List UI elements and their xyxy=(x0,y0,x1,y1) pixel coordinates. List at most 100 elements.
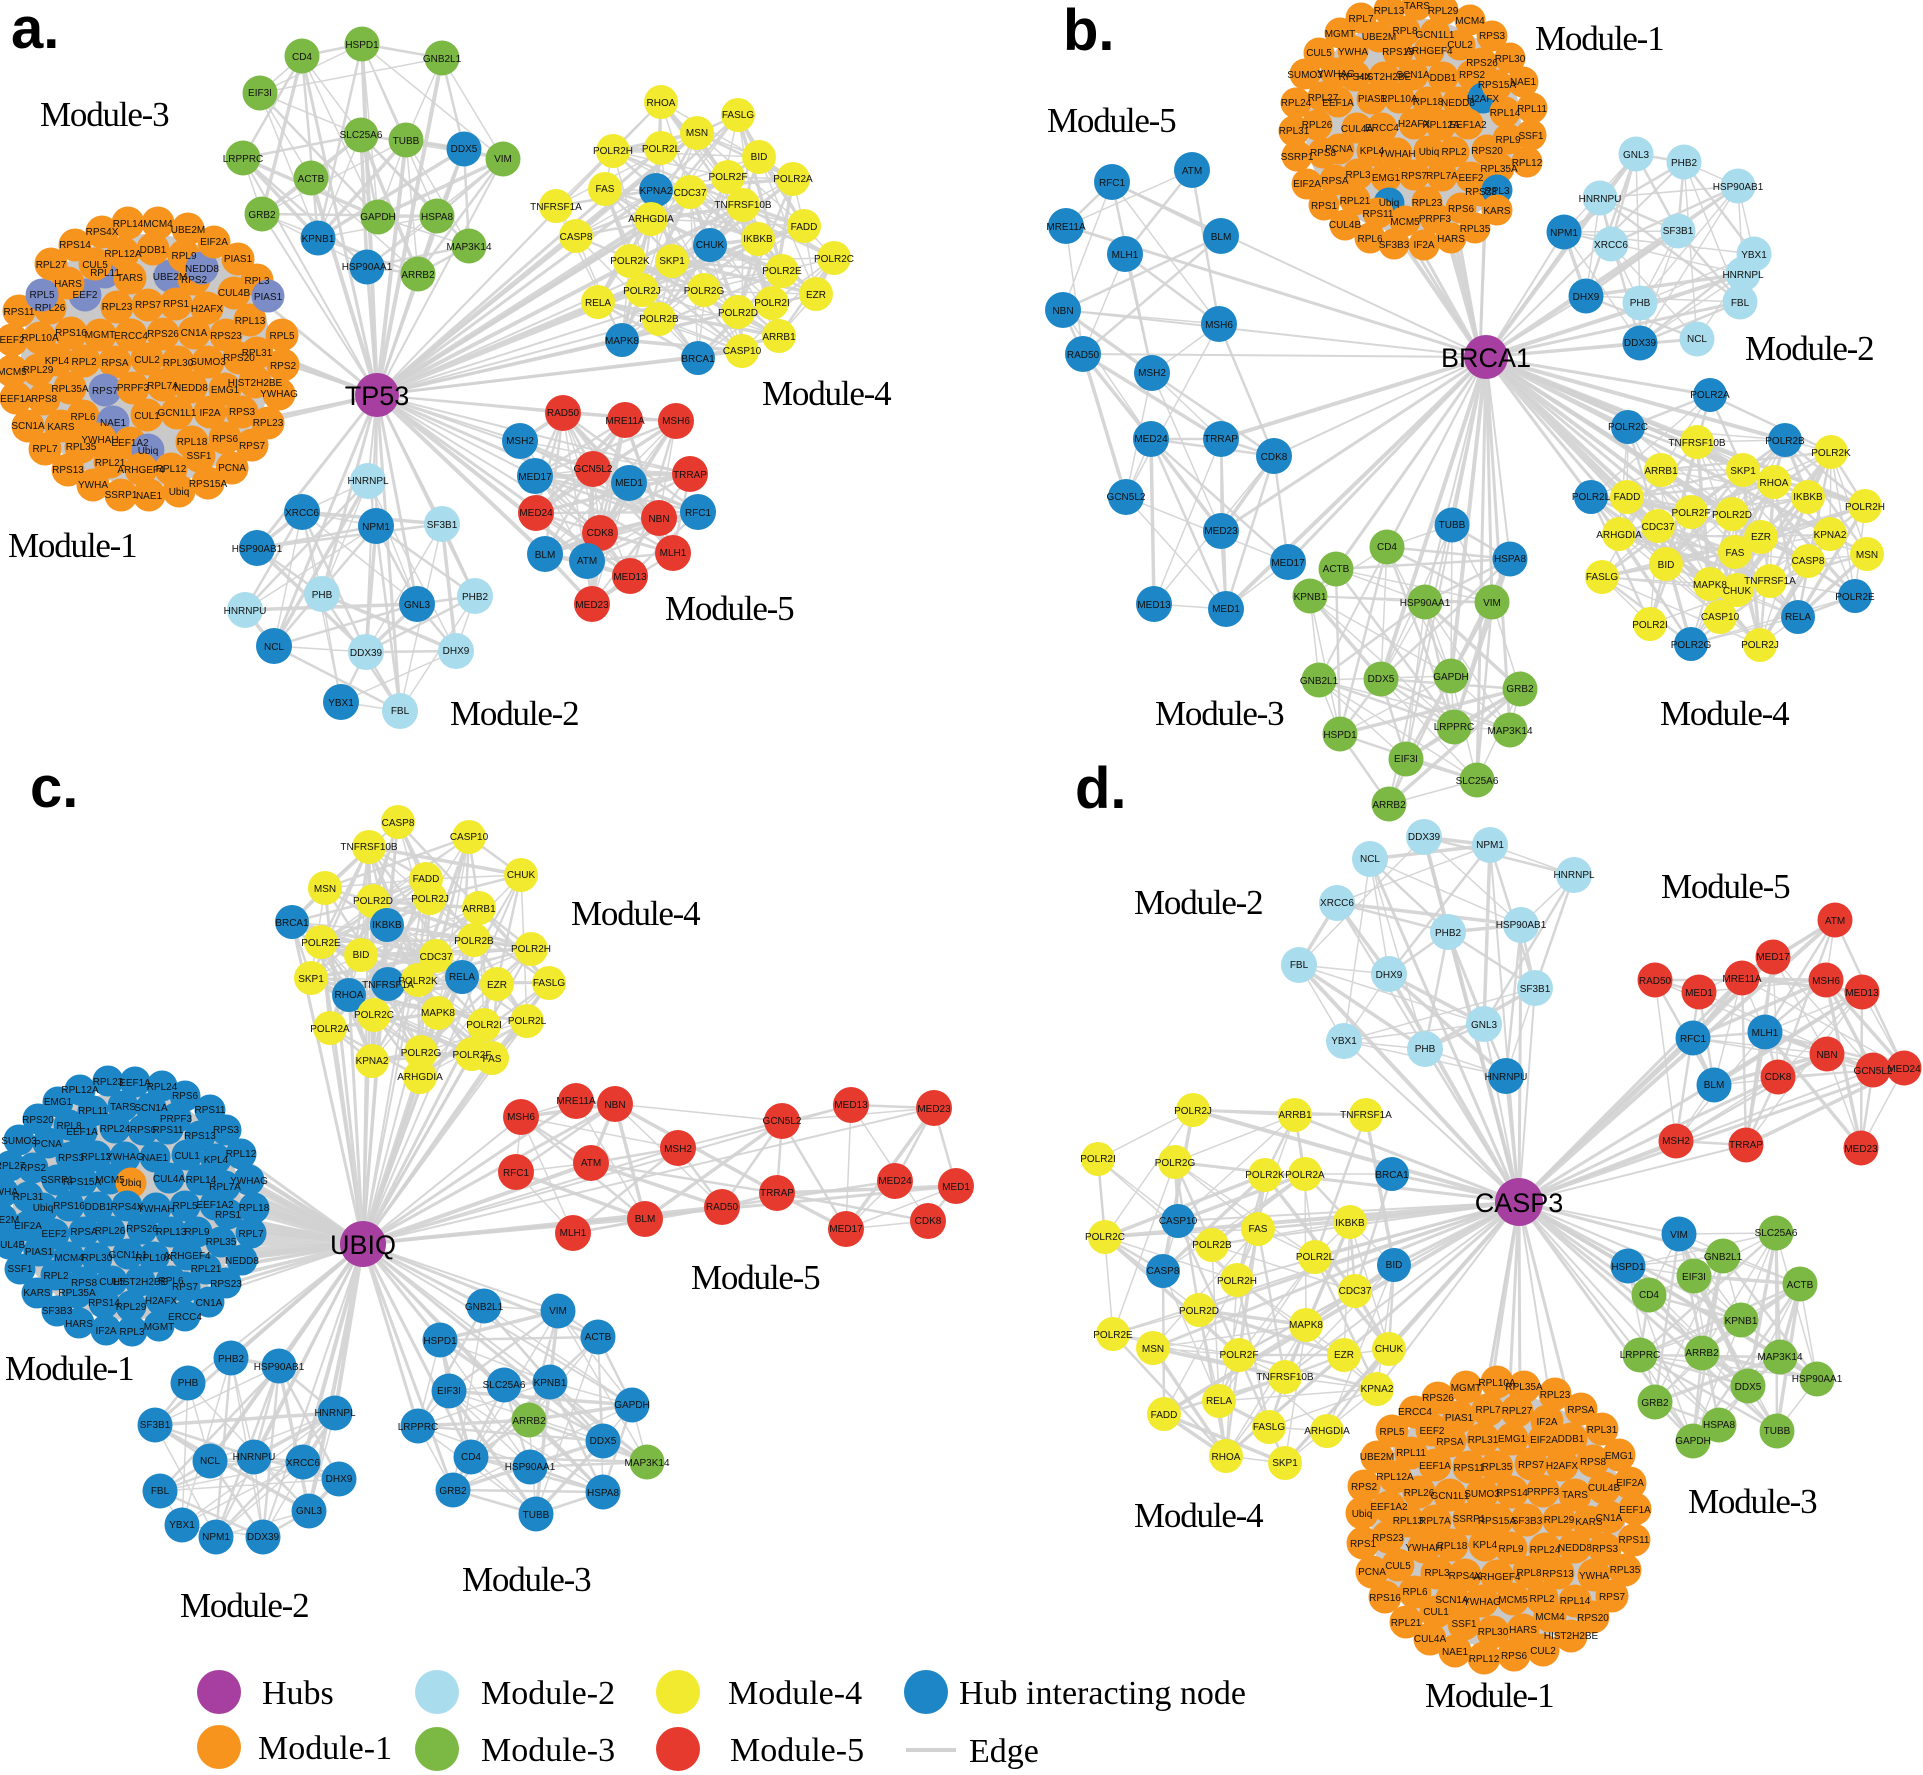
svg-text:HSP90AA1: HSP90AA1 xyxy=(1400,598,1451,609)
svg-text:HSPA8: HSPA8 xyxy=(1494,554,1526,565)
svg-text:POLR2D: POLR2D xyxy=(1179,1306,1219,1317)
svg-text:CUL2: CUL2 xyxy=(1447,40,1473,51)
svg-text:HIST2H2BE: HIST2H2BE xyxy=(113,1277,168,1288)
svg-text:VIM: VIM xyxy=(1670,1230,1688,1241)
svg-text:GCN5L2: GCN5L2 xyxy=(1854,1066,1893,1077)
svg-text:CUL4B: CUL4B xyxy=(1588,1483,1621,1494)
svg-text:MLH1: MLH1 xyxy=(660,548,687,559)
svg-text:ARHGDIA: ARHGDIA xyxy=(1596,530,1642,541)
svg-text:HNRNPL: HNRNPL xyxy=(347,476,389,487)
svg-text:KPNA2: KPNA2 xyxy=(356,1056,389,1067)
svg-text:MAPK8: MAPK8 xyxy=(605,336,639,347)
svg-text:RPL9: RPL9 xyxy=(171,251,196,262)
svg-text:CD4: CD4 xyxy=(292,52,312,63)
svg-text:MSN: MSN xyxy=(314,884,336,895)
svg-text:RPS11: RPS11 xyxy=(195,1105,226,1116)
svg-text:RPL14: RPL14 xyxy=(1560,1596,1591,1607)
svg-text:CD4: CD4 xyxy=(461,1452,481,1463)
svg-text:RPL10A: RPL10A xyxy=(1478,1378,1516,1389)
svg-text:Module-5: Module-5 xyxy=(691,1258,820,1297)
svg-text:GNL3: GNL3 xyxy=(1623,150,1650,161)
svg-text:VIM: VIM xyxy=(1483,598,1501,609)
svg-text:RPL18: RPL18 xyxy=(239,1203,270,1214)
svg-text:RPL12: RPL12 xyxy=(81,1152,112,1163)
svg-text:POLR2L: POLR2L xyxy=(1296,1252,1335,1263)
svg-text:CUL1: CUL1 xyxy=(174,1151,200,1162)
svg-text:MED23: MED23 xyxy=(917,1104,951,1115)
svg-text:SCN1A: SCN1A xyxy=(1435,1595,1469,1606)
svg-text:POLR2C: POLR2C xyxy=(1085,1232,1125,1243)
svg-text:POLR2F: POLR2F xyxy=(1672,508,1711,519)
svg-text:YWHA: YWHA xyxy=(1338,47,1368,58)
svg-text:DHX9: DHX9 xyxy=(326,1474,353,1485)
svg-text:POLR2F: POLR2F xyxy=(1220,1350,1259,1361)
svg-text:FAS: FAS xyxy=(1726,548,1745,559)
svg-text:RPS4X: RPS4X xyxy=(111,1202,144,1213)
svg-text:MSN: MSN xyxy=(1856,550,1878,561)
svg-text:ERCC4: ERCC4 xyxy=(1398,1407,1432,1418)
svg-text:RPS15A: RPS15A xyxy=(63,1177,102,1188)
svg-text:POLR2B: POLR2B xyxy=(639,314,679,325)
svg-text:RPL6: RPL6 xyxy=(158,1276,183,1287)
svg-text:POLR2H: POLR2H xyxy=(593,146,633,157)
svg-text:HARS: HARS xyxy=(65,1319,93,1330)
svg-text:CDK8: CDK8 xyxy=(915,1216,942,1227)
svg-text:YBX1: YBX1 xyxy=(328,698,354,709)
svg-text:HNRNPL: HNRNPL xyxy=(1553,870,1595,881)
svg-text:RPL9: RPL9 xyxy=(184,1227,209,1238)
svg-text:RFC1: RFC1 xyxy=(503,1168,530,1179)
svg-text:LRPPRC: LRPPRC xyxy=(1620,1350,1661,1361)
svg-text:XRCC6: XRCC6 xyxy=(285,508,319,519)
svg-text:ARHGDIA: ARHGDIA xyxy=(397,1072,443,1083)
svg-text:Module-1: Module-1 xyxy=(8,526,136,565)
svg-text:MSH2: MSH2 xyxy=(664,1144,692,1155)
svg-text:ARRB1: ARRB1 xyxy=(1644,466,1678,477)
svg-text:SLC25A6: SLC25A6 xyxy=(1456,776,1499,787)
svg-text:EEF2: EEF2 xyxy=(1458,173,1483,184)
svg-text:RPSA: RPSA xyxy=(1436,1437,1464,1448)
svg-text:MSH6: MSH6 xyxy=(507,1112,535,1123)
svg-text:HSPA8: HSPA8 xyxy=(587,1488,619,1499)
svg-text:GRB2: GRB2 xyxy=(439,1486,467,1497)
svg-text:MED24: MED24 xyxy=(1887,1064,1921,1075)
svg-text:NBN: NBN xyxy=(1816,1050,1837,1061)
svg-text:YWHAG: YWHAG xyxy=(260,389,298,400)
svg-text:EIF2A: EIF2A xyxy=(1616,1478,1644,1489)
svg-text:RPL2: RPL2 xyxy=(43,1271,68,1282)
svg-text:RPL29: RPL29 xyxy=(23,365,54,376)
svg-text:DHX9: DHX9 xyxy=(1573,292,1600,303)
svg-text:POLR2I: POLR2I xyxy=(1632,620,1668,631)
svg-text:ARRB2: ARRB2 xyxy=(401,270,435,281)
svg-text:EEF1A: EEF1A xyxy=(0,394,32,405)
svg-text:CDC37: CDC37 xyxy=(674,188,707,199)
svg-text:KPNB1: KPNB1 xyxy=(1725,1316,1758,1327)
svg-text:RPS1: RPS1 xyxy=(1311,201,1338,212)
svg-text:GAPDH: GAPDH xyxy=(1675,1436,1711,1447)
svg-text:RPL8: RPL8 xyxy=(1392,26,1417,37)
svg-text:RPL35: RPL35 xyxy=(206,1237,237,1248)
svg-text:TNFRSF1A: TNFRSF1A xyxy=(530,202,582,213)
svg-text:RPL7: RPL7 xyxy=(1348,14,1373,25)
svg-text:HSP90AA1: HSP90AA1 xyxy=(342,262,393,273)
svg-text:POLR2A: POLR2A xyxy=(773,174,813,185)
svg-text:POLR2K: POLR2K xyxy=(1811,448,1851,459)
svg-text:GNB2L1: GNB2L1 xyxy=(465,1302,504,1313)
svg-text:PIAS1: PIAS1 xyxy=(25,1247,54,1258)
svg-text:IKBKB: IKBKB xyxy=(1793,492,1823,503)
svg-text:MSH2: MSH2 xyxy=(506,436,534,447)
svg-text:MLH1: MLH1 xyxy=(560,1228,587,1239)
svg-text:RPL3: RPL3 xyxy=(1424,1568,1449,1579)
svg-text:MED17: MED17 xyxy=(1271,558,1305,569)
svg-text:EIF2A: EIF2A xyxy=(1293,179,1321,190)
svg-text:Module-1: Module-1 xyxy=(1535,19,1663,58)
svg-text:CUL1: CUL1 xyxy=(1423,1607,1449,1618)
svg-text:RPL7: RPL7 xyxy=(1475,1405,1500,1416)
svg-text:CHUK: CHUK xyxy=(1723,586,1752,597)
svg-text:Edge: Edge xyxy=(969,1733,1039,1770)
svg-text:MED1: MED1 xyxy=(942,1182,970,1193)
svg-text:RPL24: RPL24 xyxy=(100,1124,131,1135)
svg-text:YWHA: YWHA xyxy=(0,1187,18,1198)
svg-text:POLR2G: POLR2G xyxy=(1155,1158,1196,1169)
svg-text:GCN1L1: GCN1L1 xyxy=(1431,1491,1470,1502)
svg-text:ARRB1: ARRB1 xyxy=(1278,1110,1312,1121)
